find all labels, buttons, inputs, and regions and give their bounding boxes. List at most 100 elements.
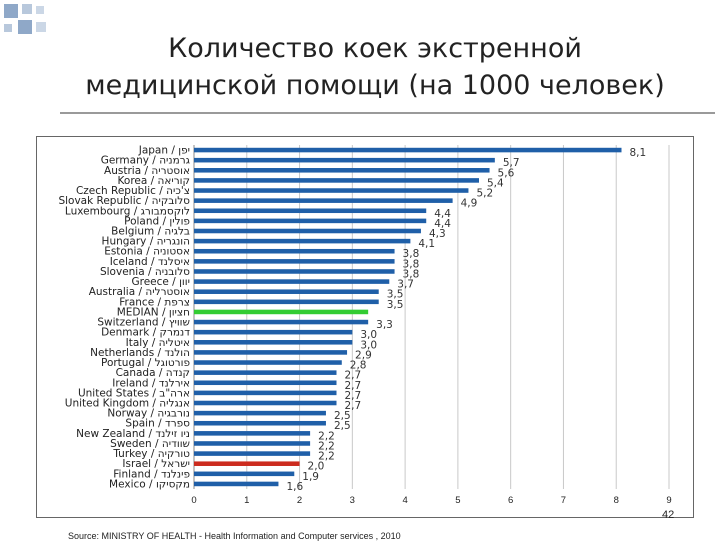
category-label: Switzerland / שוויץ [97, 317, 190, 329]
x-tick-label: 2 [297, 495, 302, 506]
value-label: 1,9 [302, 471, 319, 483]
deco-square [36, 6, 44, 14]
category-label: Israel / ישראל [122, 458, 190, 470]
value-label: 2,2 [318, 451, 335, 463]
data-bar [194, 380, 337, 386]
value-label: 5,4 [487, 177, 504, 189]
category-label: Iceland / איסלנד [110, 256, 190, 268]
category-label: Poland / פולין [124, 215, 190, 227]
category-label: Turkey / טורקיה [112, 448, 190, 460]
data-bar [194, 451, 311, 456]
deco-square [4, 4, 18, 18]
slide-title: Количество коек экстренной медицинской п… [30, 30, 720, 104]
deco-square [22, 4, 32, 14]
value-label: 3,8 [403, 258, 420, 270]
value-label: 2,2 [318, 440, 335, 452]
data-bar [194, 471, 295, 477]
value-label: 2,5 [334, 420, 351, 432]
category-label: Japan / יפן [138, 145, 190, 157]
data-bar [194, 441, 311, 446]
data-bar [194, 340, 353, 345]
value-label: 4,4 [434, 218, 451, 230]
source-note: Source: MINISTRY OF HEALTH - Health Info… [68, 531, 401, 541]
category-label: Australia / אוסטרליה [89, 286, 190, 298]
category-label: Korea / קוריאה [118, 175, 190, 187]
category-label: Greece / יוון [131, 276, 190, 288]
category-label: Sweden / שוודיה [110, 438, 190, 450]
category-label: Denmark / דנמרק [101, 327, 190, 339]
data-bar [194, 198, 453, 203]
bar-chart: 0 1 2 3 4 5 6 7 8 9 Japan / יפן 8,1 Germany / גרמניה… [58, 145, 671, 506]
data-bar [194, 279, 390, 284]
category-label: Belgium / בלגיה [111, 226, 190, 238]
x-tick-label: 5 [455, 495, 460, 506]
decorative-squares [4, 4, 46, 34]
value-label: 4,3 [429, 228, 446, 240]
value-label: 1,6 [286, 481, 303, 493]
value-label: 3,5 [387, 299, 404, 311]
median-bar [194, 309, 369, 315]
category-label: Spain / ספרד [125, 418, 190, 430]
category-label: Portugal / פורטוגל [101, 357, 190, 369]
value-label: 4,4 [434, 208, 451, 220]
value-label: 5,6 [498, 167, 515, 179]
data-bar [194, 319, 369, 325]
category-label: Estonia / אסטוניה [104, 246, 190, 258]
category-label: Austria / אוסטריה [104, 165, 190, 177]
value-label: 3,8 [403, 268, 420, 280]
category-label: Canada / קנדה [116, 367, 190, 379]
data-bar [194, 147, 622, 153]
value-label: 2,8 [350, 360, 367, 372]
value-label: 3,7 [397, 279, 414, 291]
category-label: Czech Republic / צ'כיה [76, 185, 190, 197]
data-bar [194, 360, 342, 365]
data-bar [194, 218, 427, 224]
value-label: 2,7 [345, 390, 362, 402]
category-label: Ireland / אירלנד [112, 377, 190, 389]
category-label: New Zealand / ניו זילנד [76, 428, 190, 440]
category-label: United Kingdom / אנגליה [65, 398, 190, 410]
x-tick-label: 0 [191, 495, 196, 506]
slide-title-line-2: медицинской помощи (на 1000 человек) [85, 70, 665, 101]
data-bar [194, 410, 326, 416]
data-bar [194, 329, 353, 335]
value-label: 3,0 [360, 339, 377, 351]
category-label: MEDIAN / חציון [117, 306, 190, 318]
chart-frame: 0 1 2 3 4 5 6 7 8 9 Japan / יפן 8,1 Germany / גרמניה… [36, 136, 694, 518]
category-label: Slovak Republic / סלובקיה [58, 195, 190, 207]
deco-square [4, 24, 12, 32]
deco-square [18, 20, 32, 34]
data-bar [194, 178, 479, 183]
data-bar [194, 208, 427, 214]
value-label: 2,7 [345, 370, 362, 382]
x-tick-label: 6 [508, 495, 513, 506]
value-label: 8,1 [630, 147, 647, 159]
value-label: 2,7 [345, 380, 362, 392]
value-label: 2,2 [318, 430, 335, 442]
data-bar [194, 481, 279, 487]
category-label: Mexico / מקסיקו [109, 478, 190, 490]
data-bar [194, 188, 469, 193]
category-label: France / צרפת [119, 296, 190, 308]
value-label: 5,2 [476, 188, 493, 200]
value-label: 2,9 [355, 349, 372, 361]
value-label: 3,3 [376, 319, 393, 331]
value-label: 2,5 [334, 410, 351, 422]
data-bar [194, 400, 337, 406]
title-divider [60, 112, 715, 114]
category-label: Luxembourg / לוקסמבורג [65, 205, 190, 217]
value-label: 3,5 [387, 289, 404, 301]
x-tick-label: 9 [666, 495, 671, 506]
value-label: 4,9 [461, 198, 478, 210]
data-bar [194, 248, 395, 254]
value-label: 2,0 [308, 461, 325, 473]
category-label: Germany / גרמניה [101, 155, 191, 167]
data-bar [194, 228, 421, 234]
page-number: 42 [662, 509, 675, 521]
category-label: Norway / נורבגיה [107, 408, 190, 420]
category-label: Netherlands / הולנד [90, 347, 190, 359]
category-label: Finland / פינלנד [113, 468, 190, 480]
x-tick-label: 4 [402, 495, 407, 506]
data-bar [194, 289, 379, 294]
value-label: 3,8 [403, 248, 420, 260]
